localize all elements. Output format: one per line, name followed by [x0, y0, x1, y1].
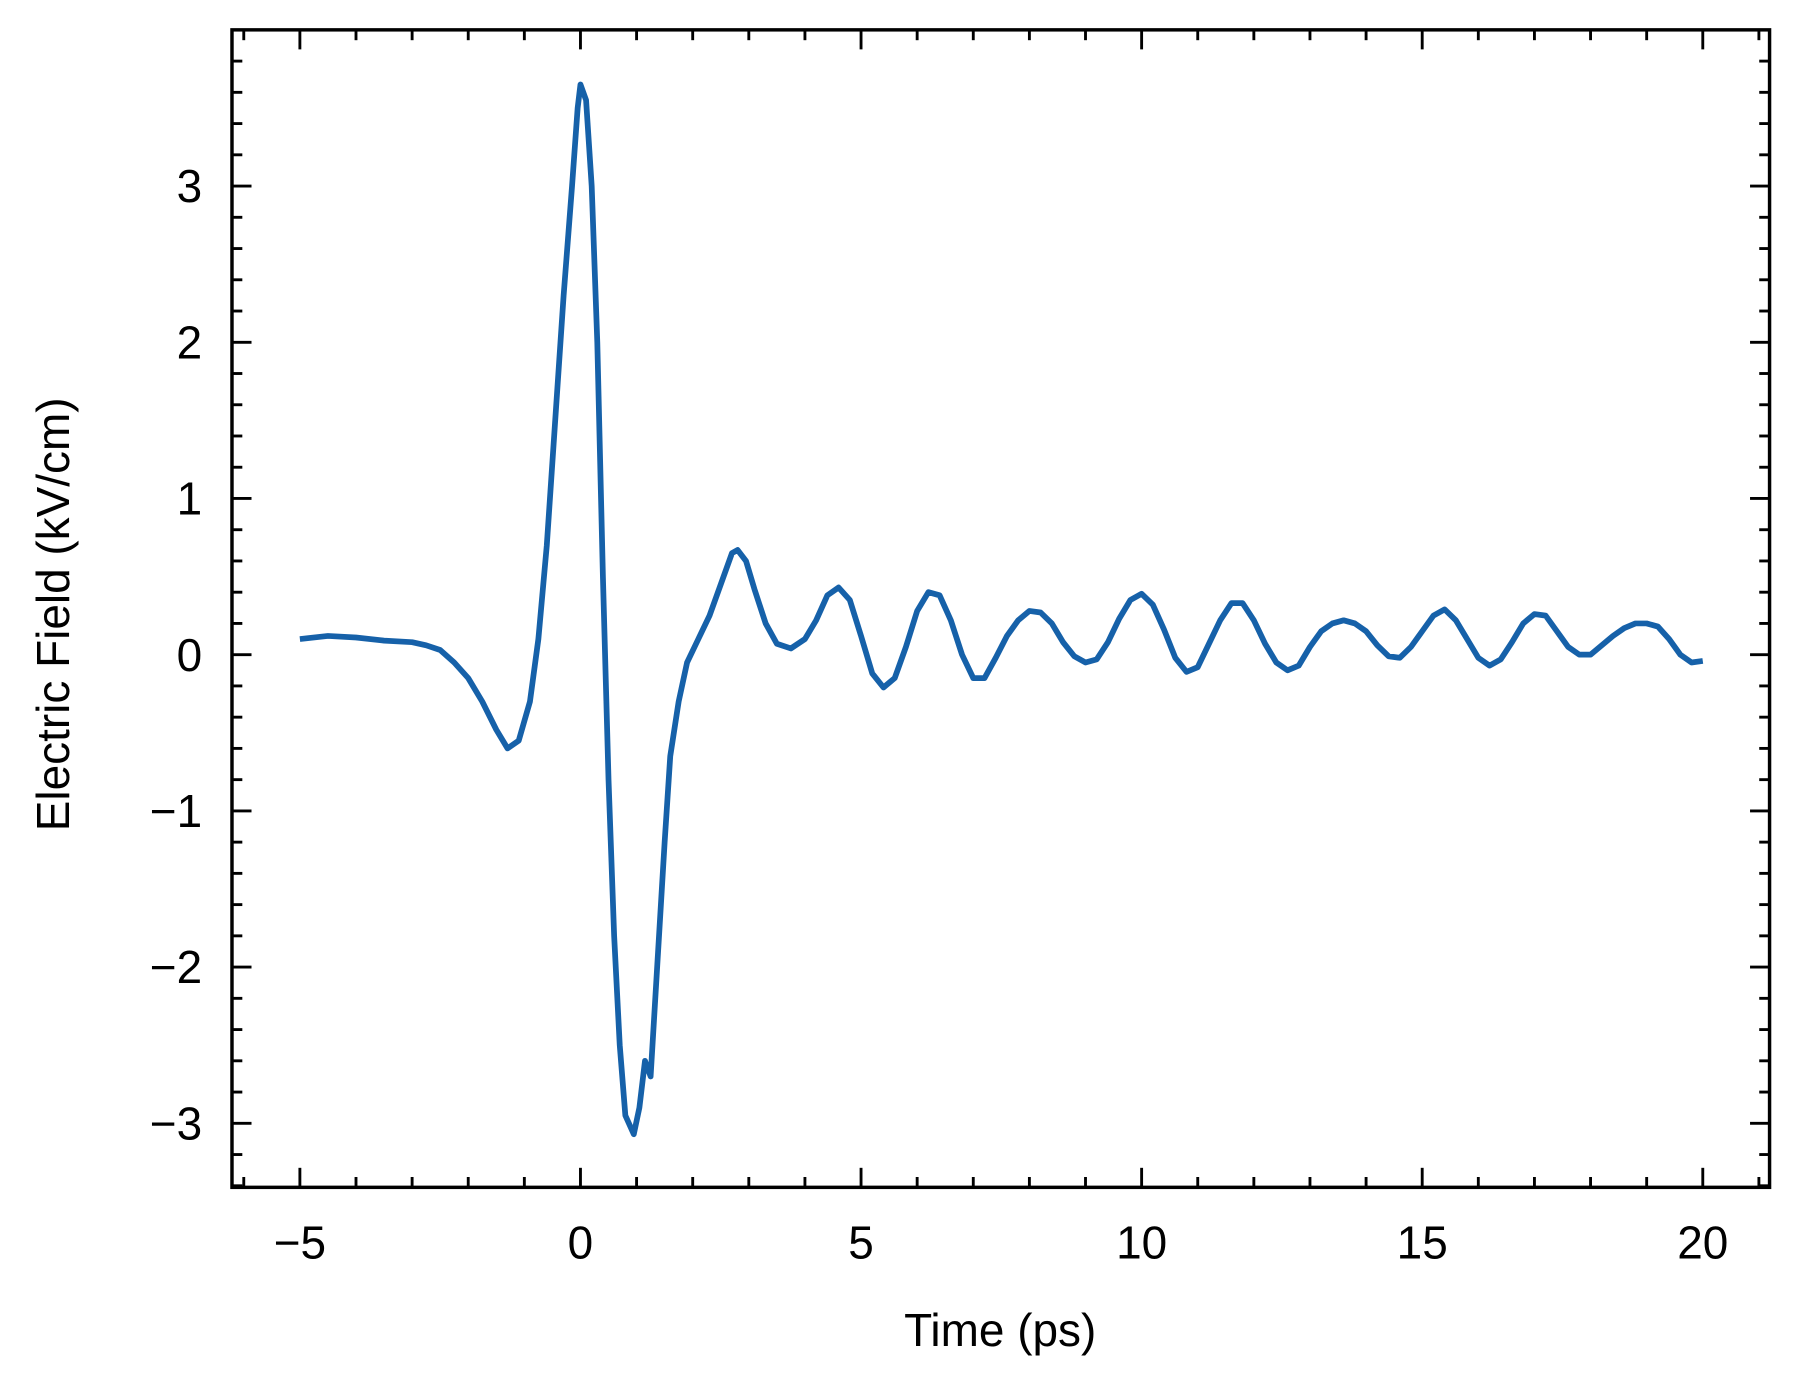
x-tick-label: −5 [274, 1217, 326, 1269]
x-tick-label: 5 [848, 1217, 874, 1269]
data-line [299, 81, 1704, 1138]
x-tick-label: 20 [1677, 1217, 1728, 1269]
x-tick-label: 0 [568, 1217, 594, 1269]
y-tick-label: 0 [177, 629, 203, 681]
y-tick-label: 1 [177, 473, 203, 525]
y-tick-label: −3 [150, 1097, 202, 1149]
x-tick-label: 10 [1116, 1217, 1167, 1269]
y-tick-label: 3 [177, 160, 203, 212]
plot-frame [230, 28, 1772, 1190]
y-tick-label: −1 [150, 785, 202, 837]
y-tick-label: 2 [177, 316, 203, 368]
y-axis-label: Electric Field (kV/cm) [27, 397, 79, 831]
x-axis-label: Time (ps) [904, 1304, 1096, 1356]
x-tick-label: 15 [1397, 1217, 1448, 1269]
y-tick-label: −2 [150, 941, 202, 993]
